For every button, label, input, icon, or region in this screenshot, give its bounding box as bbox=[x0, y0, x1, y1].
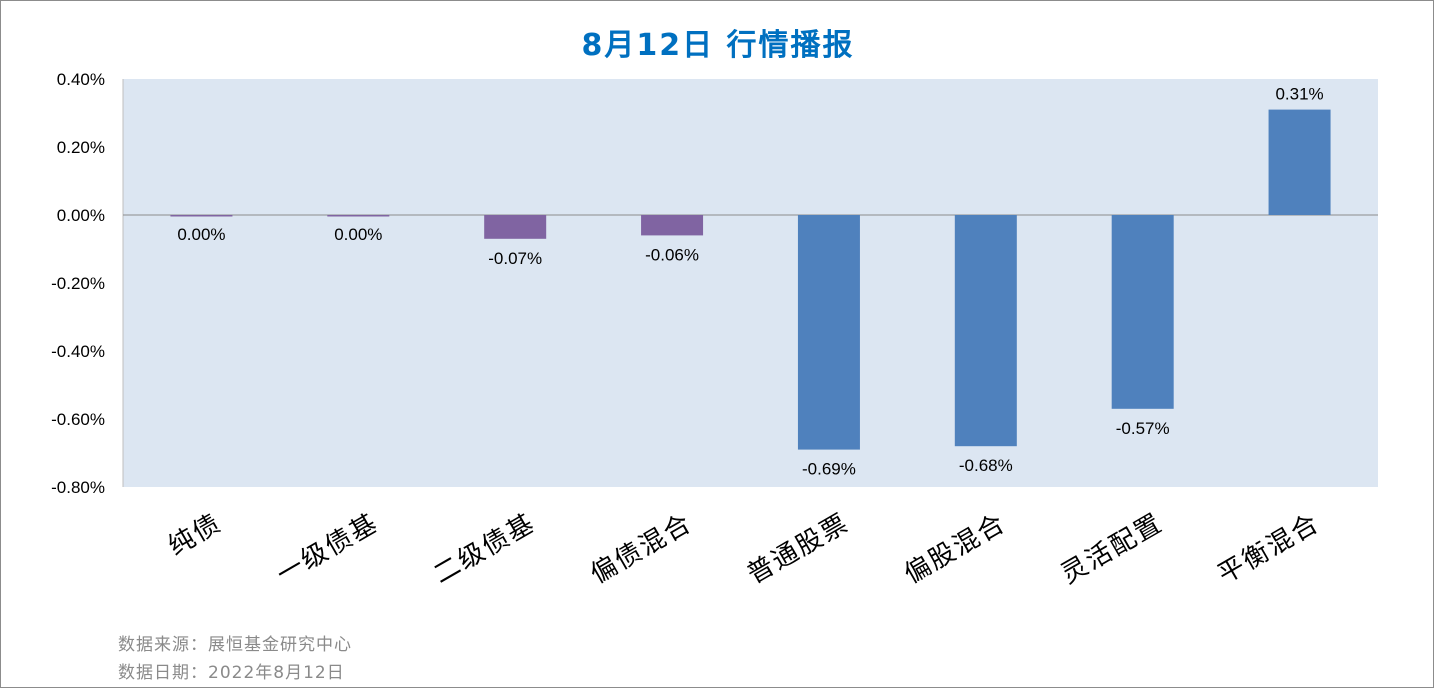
bar bbox=[954, 215, 1017, 447]
footer-date: 数据日期：2022年8月12日 bbox=[118, 663, 345, 683]
y-tick-label: -0.80% bbox=[51, 478, 105, 497]
bar bbox=[327, 215, 390, 217]
data-label: -0.07% bbox=[488, 249, 542, 268]
y-tick-label: 0.20% bbox=[57, 138, 105, 157]
bar bbox=[170, 215, 233, 217]
category-label: 灵活配置 bbox=[1056, 507, 1168, 589]
bars bbox=[170, 109, 1331, 450]
category-label: 偏债混合 bbox=[585, 507, 697, 589]
data-labels: 0.00% 0.00% -0.07% -0.06% -0.69% -0.68% -0.57%… bbox=[177, 85, 1323, 479]
bar bbox=[797, 215, 860, 450]
y-axis-tick-labels: 0.40% 0.20% 0.00% -0.20% -0.40% -0.60% -0.80% bbox=[51, 70, 105, 497]
y-tick-label: -0.40% bbox=[51, 342, 105, 361]
bar bbox=[484, 215, 547, 239]
plot-area bbox=[123, 79, 1378, 487]
data-label: -0.57% bbox=[1116, 419, 1170, 438]
bar bbox=[641, 215, 704, 236]
category-label: 纯债 bbox=[163, 507, 227, 561]
category-label: 普通股票 bbox=[742, 507, 854, 589]
category-label: 一级债基 bbox=[271, 507, 383, 589]
category-label: 二级债基 bbox=[428, 507, 540, 589]
y-tick-label: 0.00% bbox=[57, 206, 105, 225]
y-tick-label: -0.60% bbox=[51, 410, 105, 429]
data-label: -0.06% bbox=[645, 245, 699, 264]
y-tick-label: 0.40% bbox=[57, 70, 105, 89]
data-label: -0.68% bbox=[959, 456, 1013, 475]
bar bbox=[1111, 215, 1174, 409]
footer-source: 数据来源：展恒基金研究中心 bbox=[118, 635, 352, 655]
chart-title: 8月12日 行情播报 bbox=[581, 28, 855, 63]
bar bbox=[1268, 109, 1331, 215]
category-label: 平衡混合 bbox=[1213, 507, 1325, 589]
x-axis-category-labels: 纯债 一级债基 二级债基 偏债混合 普通股票 偏股混合 灵活配置 平衡混合 bbox=[163, 507, 1325, 589]
y-tick-label: -0.20% bbox=[51, 274, 105, 293]
data-label: -0.69% bbox=[802, 460, 856, 479]
data-label: 0.00% bbox=[334, 225, 382, 244]
category-label: 偏股混合 bbox=[899, 507, 1011, 589]
data-label: 0.31% bbox=[1275, 85, 1323, 104]
data-label: 0.00% bbox=[177, 225, 225, 244]
